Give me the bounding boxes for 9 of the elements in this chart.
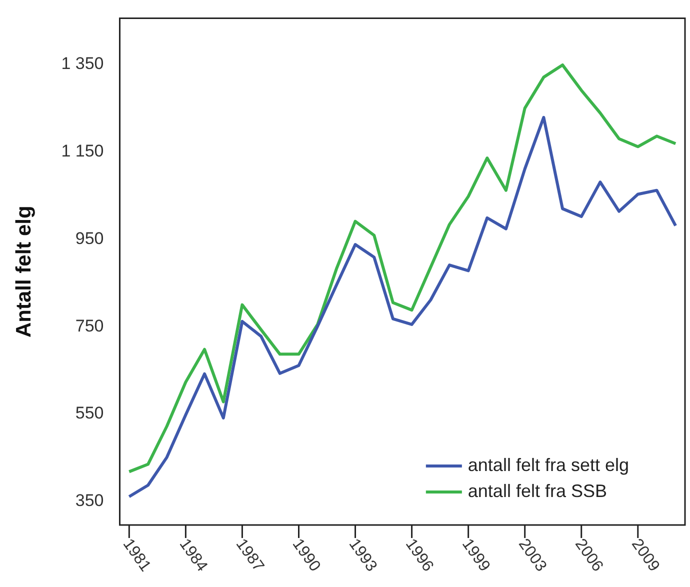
y-tick-label: 1 150	[61, 142, 104, 161]
y-tick-label: 750	[75, 316, 104, 336]
y-tick-label: 1 350	[61, 54, 104, 74]
y-tick-label: 950	[75, 228, 104, 248]
y-tick-label: 350	[75, 491, 104, 510]
legend-label: antall felt fra SSB	[468, 480, 607, 501]
legend-label: antall felt fra sett elg	[468, 454, 630, 475]
y-tick-label: 550	[75, 404, 104, 423]
y-axis-title: Antall felt elg	[12, 206, 36, 338]
